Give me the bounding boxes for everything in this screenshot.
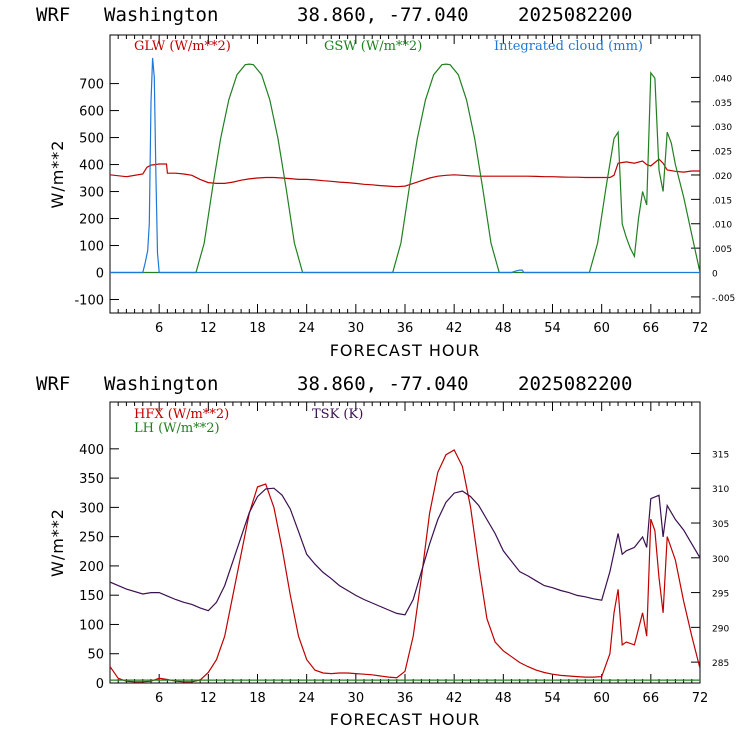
y-right-tick-label: .005 [712,245,732,255]
x-tick-label: 48 [495,321,512,336]
x-tick-label: 48 [495,691,512,706]
x-tick-label: 54 [544,691,561,706]
series-line [110,63,700,274]
y-right-tick-label: 290 [712,624,729,634]
x-axis-label: FORECAST HOUR [330,710,481,729]
header-run: 2025082200 [518,4,632,26]
x-tick-label: 6 [155,691,163,706]
y-right-tick-label: .025 [712,148,732,158]
series-line [110,487,700,616]
x-tick-label: 12 [200,321,217,336]
x-tick-label: 18 [249,321,266,336]
header-place: Washington [104,4,218,26]
y-tick-label: -100 [74,294,104,309]
y-tick-label: 250 [79,531,104,546]
y-tick-label: 600 [79,105,104,120]
y-tick-label: 350 [79,472,104,487]
series-line [110,449,700,683]
y-tick-label: 100 [79,240,104,255]
x-tick-label: 6 [155,321,163,336]
y-right-tick-label: .020 [712,172,732,182]
x-tick-label: 66 [643,691,660,706]
header-place: Washington [104,373,218,395]
y-right-tick-label: 300 [712,555,729,565]
plot-frame [109,34,701,314]
x-tick-label: 30 [348,691,365,706]
x-tick-label: 12 [200,691,217,706]
y-tick-label: 300 [79,501,104,516]
x-tick-label: 30 [348,321,365,336]
legend-entry: GSW (W/m**2) [324,39,422,54]
y-right-tick-label: .010 [712,221,732,231]
y-right-tick-label: .015 [712,196,732,206]
x-tick-label: 24 [298,321,315,336]
y-right-tick-label: .030 [712,123,732,133]
legend-entry: Integrated cloud (mm) [494,39,643,54]
y-tick-label: 700 [79,78,104,93]
y-right-tick-label: 0 [712,270,718,280]
y-tick-label: 0 [96,267,104,282]
y-right-tick-label: .040 [712,74,732,84]
legend-entry: HFX (W/m**2) [134,407,229,422]
x-tick-label: 60 [593,321,610,336]
y-axis-label: W/m**2 [48,140,67,209]
x-tick-label: 36 [397,691,414,706]
y-tick-label: 0 [96,677,104,692]
x-tick-label: 36 [397,321,414,336]
x-tick-label: 24 [298,691,315,706]
y-tick-label: 400 [79,159,104,174]
y-right-tick-label: .035 [712,99,732,109]
y-right-tick-label: 310 [712,485,729,495]
y-right-tick-label: -.005 [712,294,735,304]
x-tick-label: 60 [593,691,610,706]
y-tick-label: 50 [87,648,104,663]
y-right-tick-label: 315 [712,450,729,460]
header-model: WRF [36,4,70,26]
y-tick-label: 200 [79,213,104,228]
header-run: 2025082200 [518,373,632,395]
header-coords: 38.860, -77.040 [297,4,469,26]
x-tick-label: 72 [692,321,709,336]
x-axis-label: FORECAST HOUR [330,341,481,360]
x-tick-label: 66 [643,321,660,336]
legend-entry: LH (W/m**2) [134,421,220,436]
series-line [110,57,700,274]
y-tick-label: 300 [79,186,104,201]
y-axis-label: W/m**2 [48,508,67,577]
legend-entry: TSK (K) [312,407,363,422]
y-tick-label: 200 [79,560,104,575]
header-model: WRF [36,373,70,395]
y-right-tick-label: 295 [712,590,729,600]
y-tick-label: 100 [79,618,104,633]
y-tick-label: 500 [79,132,104,147]
y-right-tick-label: 305 [712,520,729,530]
y-tick-label: 400 [79,443,104,458]
legend-entry: GLW (W/m**2) [134,39,231,54]
header-coords: 38.860, -77.040 [297,373,469,395]
y-tick-label: 150 [79,589,104,604]
x-tick-label: 42 [446,691,463,706]
x-tick-label: 42 [446,321,463,336]
series-line [110,158,700,188]
x-tick-label: 72 [692,691,709,706]
x-tick-label: 54 [544,321,561,336]
x-tick-label: 18 [249,691,266,706]
y-right-tick-label: 285 [712,659,729,669]
